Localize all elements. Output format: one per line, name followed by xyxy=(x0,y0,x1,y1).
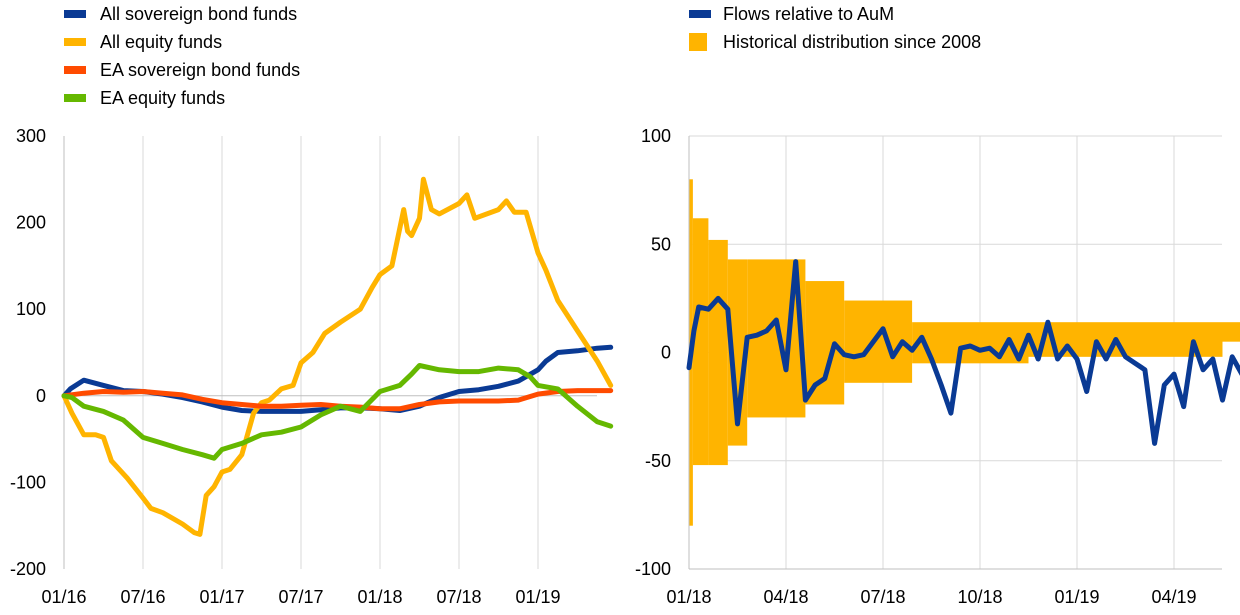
legend-swatch-flows-relative-to-aum xyxy=(689,10,711,18)
distribution-band-2 xyxy=(708,239,728,466)
series-line-all-equity-funds xyxy=(61,176,614,537)
right-x-tick-label: 10/18 xyxy=(957,587,1002,607)
legend-swatch-ea-equity-funds xyxy=(64,94,86,102)
left-y-tick-label: 100 xyxy=(16,299,46,319)
series-line-ea-equity-funds xyxy=(61,363,614,461)
legend-label-ea-sovereign-bond-funds: EA sovereign bond funds xyxy=(100,60,300,80)
left-y-tick-label: 200 xyxy=(16,213,46,233)
left-chart-axis xyxy=(63,136,597,569)
left-x-tick-label: 01/16 xyxy=(41,587,86,607)
legend-swatch-all-equity-funds xyxy=(64,38,86,46)
right-x-tick-label: 01/19 xyxy=(1054,587,1099,607)
right-y-tick-label: 50 xyxy=(651,234,671,254)
right-chart-x-tick-labels: 01/18 04/18 07/18 10/18 01/19 04/19 xyxy=(666,587,1196,607)
right-chart-distribution-bands xyxy=(689,179,1240,526)
left-y-tick-label: 0 xyxy=(36,386,46,406)
left-chart-y-tick-labels: -200 -100 0 100 200 300 xyxy=(10,126,46,579)
legend-swatch-all-sovereign-bond-funds xyxy=(64,10,86,18)
left-y-tick-label: -200 xyxy=(10,559,46,579)
right-y-tick-label: -100 xyxy=(635,559,671,579)
right-x-tick-label: 07/18 xyxy=(860,587,905,607)
series-line-all-sovereign-bond-funds xyxy=(61,344,614,414)
distribution-band-1 xyxy=(692,218,709,466)
right-x-tick-label: 04/19 xyxy=(1151,587,1196,607)
right-chart-series xyxy=(686,259,1240,446)
left-x-tick-label: 07/17 xyxy=(278,587,323,607)
right-chart-legend: Flows relative to AuM Historical distribu… xyxy=(689,4,981,52)
distribution-band-5 xyxy=(805,281,845,405)
legend-label-all-equity-funds: All equity funds xyxy=(100,32,222,52)
right-x-tick-label: 04/18 xyxy=(763,587,808,607)
left-x-tick-label: 01/17 xyxy=(199,587,244,607)
distribution-band-9 xyxy=(1222,322,1240,342)
right-y-tick-label: 100 xyxy=(641,126,671,146)
left-x-tick-label: 01/18 xyxy=(357,587,402,607)
left-y-tick-label: 300 xyxy=(16,126,46,146)
legend-swatch-ea-sovereign-bond-funds xyxy=(64,66,86,74)
left-x-tick-label: 01/19 xyxy=(515,587,560,607)
left-x-tick-label: 07/18 xyxy=(436,587,481,607)
series-line-flows-relative-to-aum xyxy=(686,259,1240,446)
left-chart-x-tick-labels: 01/16 07/16 01/17 07/17 01/18 07/18 01/19 xyxy=(41,587,560,607)
legend-label-ea-equity-funds: EA equity funds xyxy=(100,88,225,108)
left-chart-grid xyxy=(142,136,539,569)
left-chart-series xyxy=(61,176,614,537)
left-y-tick-label: -100 xyxy=(10,472,46,492)
legend-swatch-historical-distribution-since-2008 xyxy=(689,33,707,51)
right-x-tick-label: 01/18 xyxy=(666,587,711,607)
legend-label-flows-relative-to-aum: Flows relative to AuM xyxy=(723,4,894,24)
right-chart-y-tick-labels: -100 -50 0 50 100 xyxy=(635,126,671,579)
legend-label-historical-distribution-since-2008: Historical distribution since 2008 xyxy=(723,32,981,52)
left-chart-legend: All sovereign bond funds All equity funds… xyxy=(64,4,300,108)
right-y-tick-label: -50 xyxy=(645,451,671,471)
legend-label-all-sovereign-bond-funds: All sovereign bond funds xyxy=(100,4,297,24)
right-y-tick-label: 0 xyxy=(661,343,671,363)
left-x-tick-label: 07/16 xyxy=(120,587,165,607)
